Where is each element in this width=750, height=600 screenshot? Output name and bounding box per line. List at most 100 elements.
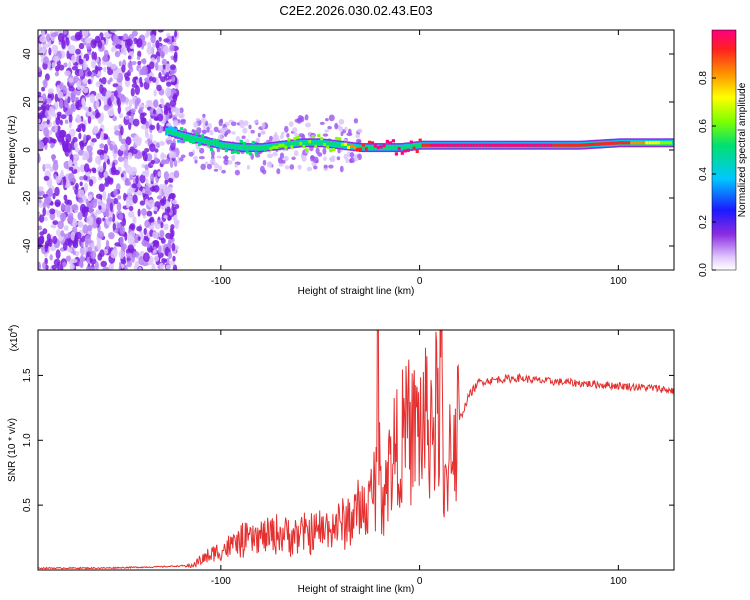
heatmap-scatter-cell <box>338 118 345 125</box>
heatmap-noise-cell <box>160 204 166 210</box>
heatmap-noise-cell <box>163 223 169 231</box>
heatmap-noise-cell <box>174 221 179 229</box>
heatmap-ridge-peak <box>517 143 521 147</box>
heatmap-noise-cell <box>118 213 124 221</box>
heatmap-noise-cell <box>44 73 50 81</box>
heatmap-ridge-peak <box>534 143 539 147</box>
heatmap-scatter-cell <box>256 137 260 143</box>
heatmap-noise-cell <box>131 61 137 65</box>
heatmap-noise-cell <box>157 219 162 224</box>
heatmap-scatter-cell <box>349 152 355 158</box>
heatmap-ridge-peak <box>508 143 512 147</box>
heatmap-noise-cell <box>90 59 97 69</box>
heatmap-ridge-peak <box>451 143 455 147</box>
heatmap-noise-cell <box>120 259 127 265</box>
heatmap-noise-cell <box>145 132 150 139</box>
heatmap-scatter-cell <box>206 163 212 170</box>
heatmap-noise-cell <box>174 30 178 38</box>
heatmap-ridge-peak <box>546 143 550 147</box>
heatmap-ridge-peak <box>362 143 366 147</box>
heatmap-noise-cell <box>52 235 58 245</box>
heatmap-noise-cell <box>39 231 45 236</box>
heatmap-noise-cell <box>127 244 134 253</box>
heatmap-noise-cell <box>87 246 93 253</box>
heatmap-noise-cell <box>54 124 58 133</box>
heatmap-ridge-peak <box>615 141 619 145</box>
heatmap-noise-cell <box>139 174 146 184</box>
heatmap-noise-cell <box>129 223 136 231</box>
heatmap-ridge-peak <box>201 134 205 138</box>
heatmap-scatter-cell <box>213 126 219 133</box>
heatmap-noise-cell <box>150 173 155 182</box>
heatmap-ridge-peak <box>293 137 297 141</box>
heatmap-ridge-peak <box>314 144 318 148</box>
heatmap-noise-cell <box>70 104 74 112</box>
heatmap-noise-cell <box>59 212 67 222</box>
heatmap-noise-cell <box>139 231 144 240</box>
heatmap-noise-cell <box>61 138 65 146</box>
heatmap-noise-cell <box>106 158 110 165</box>
heatmap-ridge-peak <box>287 138 291 142</box>
heatmap-noise-cell <box>65 37 70 47</box>
heatmap-noise-cell <box>55 65 60 72</box>
heatmap-noise-cell <box>38 112 45 118</box>
heatmap-noise-cell <box>104 49 109 57</box>
heatmap-ridge-peak <box>186 137 190 142</box>
heatmap-noise-cell <box>38 261 41 270</box>
heatmap-noise-cell <box>41 86 46 92</box>
heatmap-noise-cell <box>134 98 140 107</box>
heatmap-noise-cell <box>68 166 74 171</box>
heatmap-noise-cell <box>103 152 108 162</box>
heatmap-noise-cell <box>63 225 69 232</box>
heatmap-noise-cell <box>78 132 82 140</box>
heatmap-noise-cell <box>60 114 67 120</box>
heatmap-ridge-peak <box>353 145 357 149</box>
heatmap-ridge-cell <box>269 144 273 149</box>
heatmap-noise-cell <box>114 130 121 136</box>
heatmap-noise-cell <box>108 216 113 222</box>
heatmap-ridge-peak <box>436 143 440 147</box>
heatmap-noise-cell <box>57 32 65 43</box>
heatmap-ridge-peak <box>475 143 479 147</box>
heatmap-scatter-cell <box>192 155 198 161</box>
heatmap-ridge-cell <box>409 144 413 149</box>
heatmap-noise-cell <box>106 91 113 97</box>
heatmap-ridge-cell <box>201 138 205 143</box>
heatmap-noise-cell <box>151 263 156 270</box>
heatmap-noise-cell <box>49 254 53 261</box>
heatmap-ridge-peak <box>481 143 485 147</box>
heatmap-ridge-peak <box>233 150 237 154</box>
heatmap-ridge-peak <box>472 143 476 147</box>
heatmap-noise-cell <box>56 84 60 94</box>
heatmap-ridge-cell <box>326 141 330 146</box>
heatmap-ridge-peak <box>394 152 398 156</box>
heatmap-noise-cell <box>75 128 82 132</box>
heatmap-ridge-peak <box>511 143 515 147</box>
heatmap-scatter-cell <box>331 155 336 159</box>
heatmap-noise-cell <box>96 240 101 251</box>
heatmap-noise-cell <box>72 96 79 102</box>
heatmap-noise-cell <box>168 185 173 194</box>
heatmap-noise-cell <box>47 88 54 94</box>
heatmap-ridge-cell <box>198 137 202 142</box>
heatmap-noise-cell <box>160 76 166 83</box>
heatmap-noise-cell <box>128 34 135 40</box>
colorbar-ticks: 0.0 0.2 0.4 0.6 0.8 <box>698 71 716 277</box>
heatmap-noise-cell <box>160 154 168 159</box>
heatmap-noise-cell <box>133 251 140 258</box>
heatmap-noise-cell <box>87 51 92 56</box>
heatmap-ridge-peak <box>254 151 258 155</box>
heatmap-noise-cell <box>82 224 89 234</box>
heatmap-ridge-peak <box>403 149 407 153</box>
heatmap-noise-cell <box>87 70 92 77</box>
heatmap-noise-cell <box>111 46 115 53</box>
snr-y-ticks: 0.5 1.0 1.5 <box>22 368 674 512</box>
heatmap-noise-cell <box>125 198 130 209</box>
heatmap-noise-cell <box>152 109 156 115</box>
heatmap-ridge-peak <box>630 141 634 145</box>
heatmap-scatter-cell <box>218 165 223 171</box>
heatmap-ridge-peak <box>373 144 378 148</box>
heatmap-noise-cell <box>68 247 73 253</box>
heatmap-noise-cell <box>54 93 59 103</box>
heatmap-ridge-peak <box>466 143 470 147</box>
